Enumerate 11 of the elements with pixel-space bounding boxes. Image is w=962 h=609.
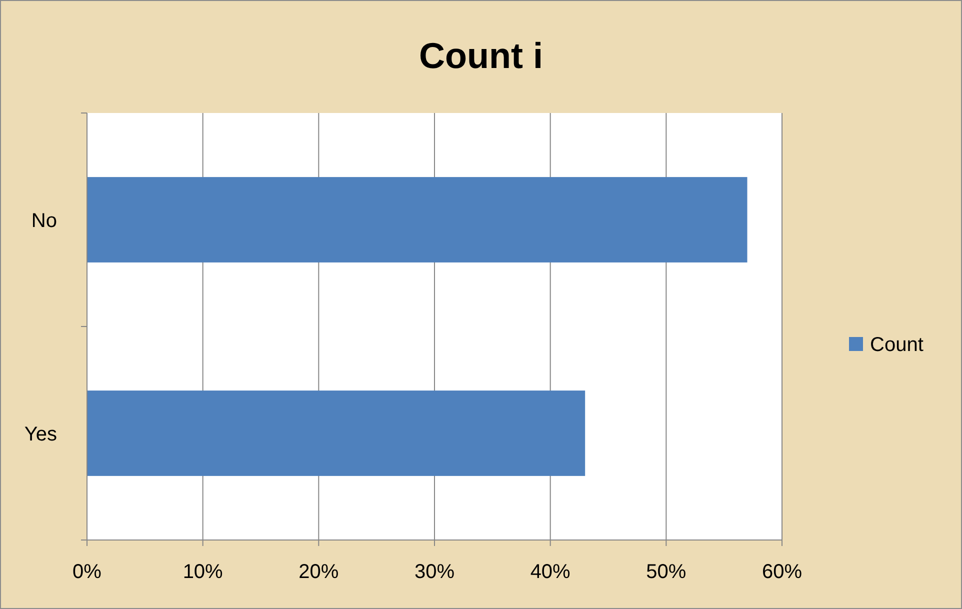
chart-title: Count i	[419, 35, 543, 76]
x-tick-label: 20%	[298, 561, 339, 583]
y-tick-label: Yes	[24, 423, 57, 446]
x-tick-label: 30%	[414, 561, 455, 583]
x-tick-label: 0%	[72, 561, 102, 583]
x-tick-label: 50%	[646, 561, 686, 583]
x-tick-label: 40%	[530, 561, 571, 583]
y-tick-label: No	[31, 210, 57, 232]
x-tick-label: 60%	[762, 561, 802, 583]
x-tick-label: 10%	[182, 561, 224, 583]
legend-label: Count	[870, 334, 924, 356]
